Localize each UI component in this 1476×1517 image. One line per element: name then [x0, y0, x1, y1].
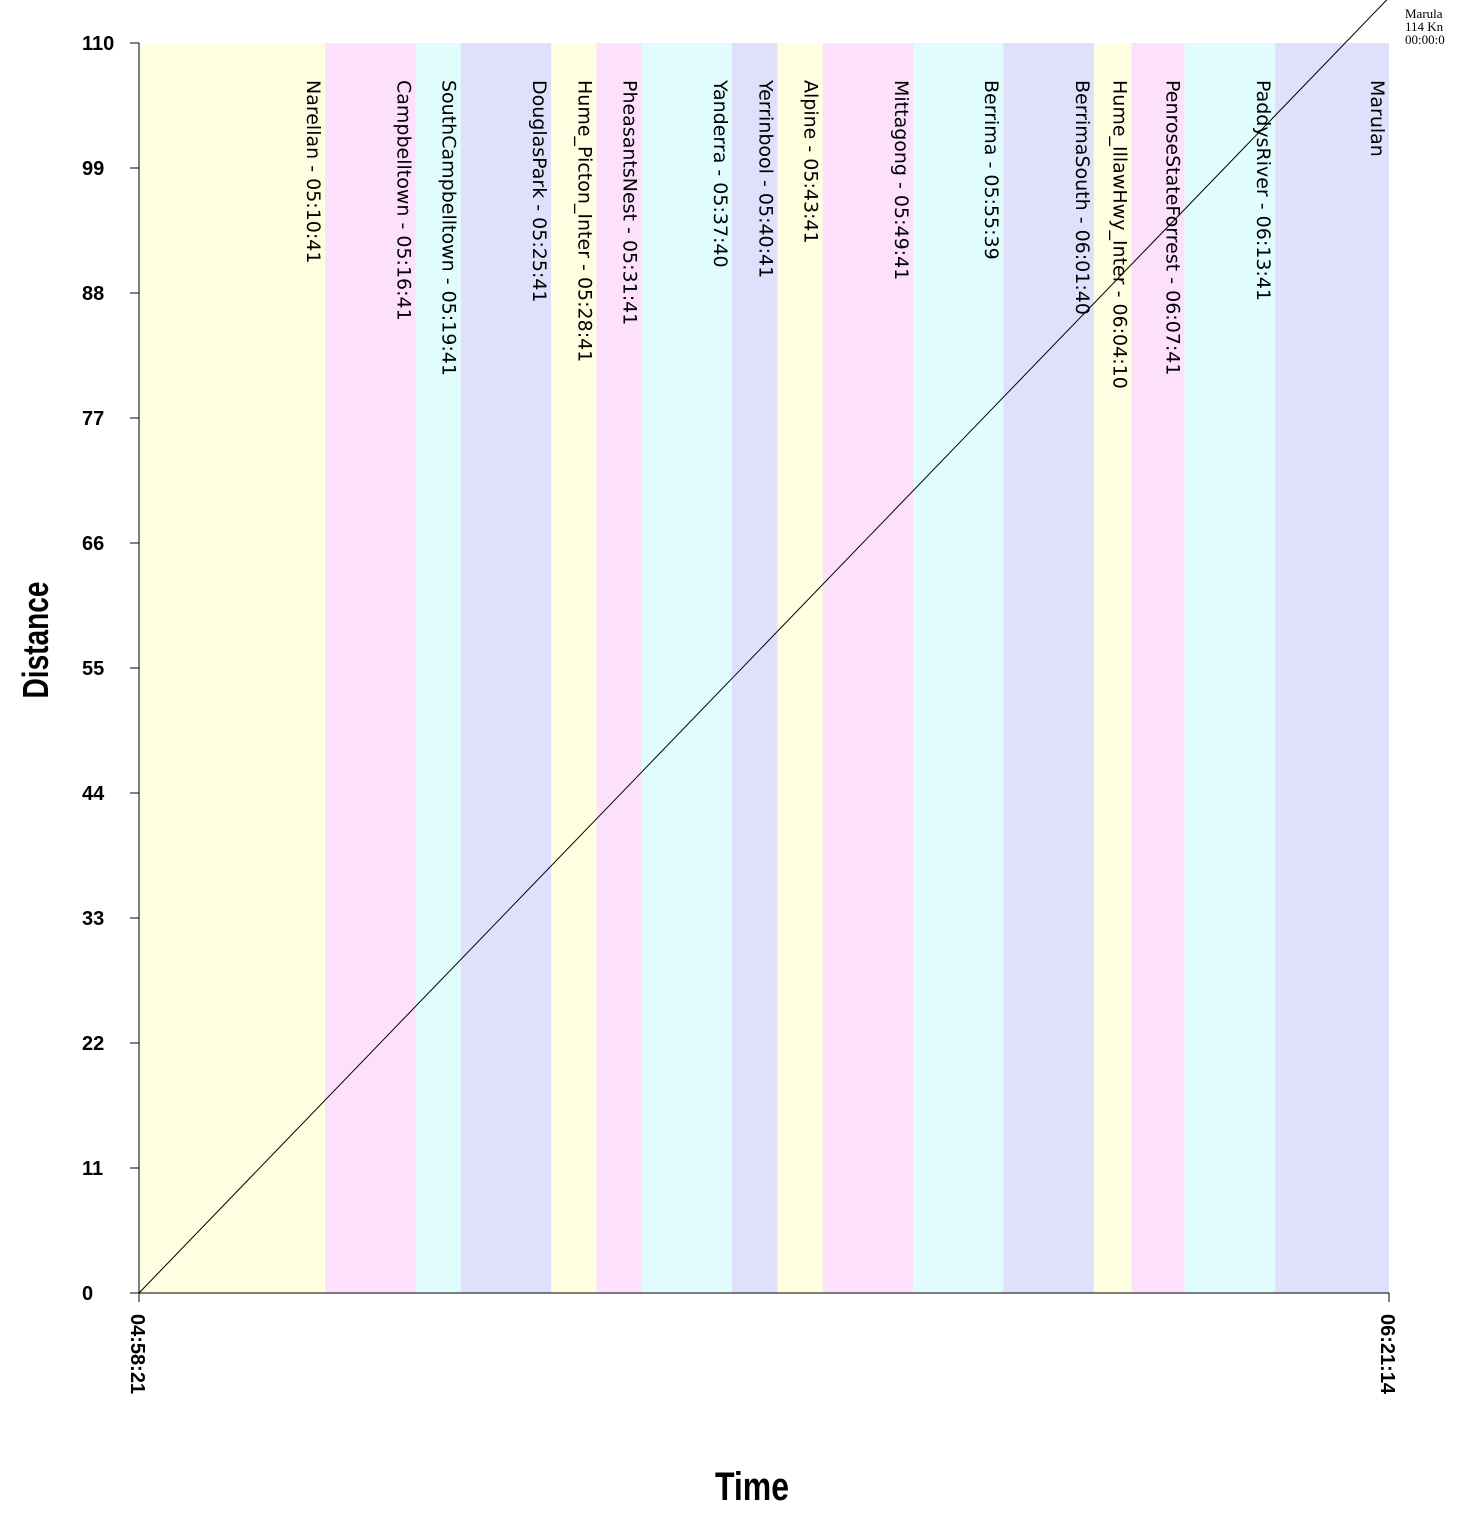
y-tick-label: 11 — [82, 1158, 103, 1180]
y-tick-label: 0 — [82, 1283, 93, 1305]
time-bands — [139, 43, 1389, 1293]
station-label: Marulan — [1366, 80, 1388, 157]
time-band — [1184, 43, 1276, 1293]
station-label: Mittagong - 05:49:41 — [890, 80, 912, 280]
station-label: Yanderra - 05:37:40 — [709, 79, 731, 268]
y-ticks: 0 11 22 33 44 55 66 77 88 99 110 — [82, 33, 139, 1305]
x-tick-label: 06:21:14 — [1376, 1314, 1398, 1395]
time-band — [1275, 43, 1389, 1293]
x-ticks: 04:58:21 06:21:14 — [126, 1293, 1398, 1395]
time-band — [1093, 43, 1132, 1293]
station-label: Campbelltown - 05:16:41 — [392, 80, 414, 321]
station-label: Hume_IllawHwy_Inter - 06:04:10 — [1109, 80, 1131, 389]
time-band — [1131, 43, 1185, 1293]
y-tick-label: 22 — [82, 1033, 104, 1055]
time-band — [415, 43, 461, 1293]
y-tick-label: 110 — [82, 33, 114, 55]
time-band — [641, 43, 732, 1293]
x-tick-label: 04:58:21 — [126, 1314, 148, 1394]
time-band — [551, 43, 597, 1293]
time-band — [731, 43, 778, 1293]
station-label: Berrima - 05:55:39 — [980, 80, 1002, 260]
time-band — [1003, 43, 1094, 1293]
annotation-line: Marula — [1405, 6, 1443, 21]
time-band — [460, 43, 552, 1293]
y-tick-label: 33 — [82, 908, 104, 930]
y-tick-label: 44 — [82, 783, 105, 805]
time-band — [913, 43, 1004, 1293]
station-label: Alpine - 05:43:41 — [800, 80, 822, 244]
station-label: PaddysRiver - 06:13:41 — [1252, 80, 1274, 301]
y-tick-label: 55 — [82, 658, 104, 680]
x-axis-title: Time — [715, 1464, 789, 1509]
series-line — [138, 0, 1388, 1294]
station-label: Hume_Picton_Inter - 05:28:41 — [573, 80, 595, 362]
time-band — [822, 43, 914, 1293]
station-label: Narellan - 05:10:41 — [302, 80, 324, 263]
y-tick-label: 99 — [82, 158, 104, 180]
station-label: DouglasPark - 05:25:41 — [528, 80, 550, 303]
time-band — [596, 43, 642, 1293]
station-label: BerrimaSouth - 06:01:40 — [1071, 80, 1093, 315]
y-axis-title: Distance — [16, 582, 56, 699]
time-band — [777, 43, 823, 1293]
annotation-line: 00:00:0 — [1405, 32, 1445, 47]
station-label: SouthCampbelltown - 05:19:41 — [438, 80, 460, 376]
series-lines — [138, 0, 1388, 1294]
station-label: PheasantsNest - 05:31:41 — [619, 80, 641, 325]
y-tick-label: 66 — [82, 533, 104, 555]
station-label: Yerrinbool - 05:40:41 — [754, 79, 776, 278]
station-labels: Narellan - 05:10:41 Campbelltown - 05:16:… — [302, 79, 1388, 389]
y-tick-label: 88 — [82, 283, 104, 305]
station-label: PenroseStateForrest - 06:07:41 — [1162, 80, 1184, 375]
y-tick-label: 77 — [82, 408, 104, 430]
time-band — [139, 43, 326, 1293]
annotation-line: 114 Kn — [1405, 19, 1444, 34]
